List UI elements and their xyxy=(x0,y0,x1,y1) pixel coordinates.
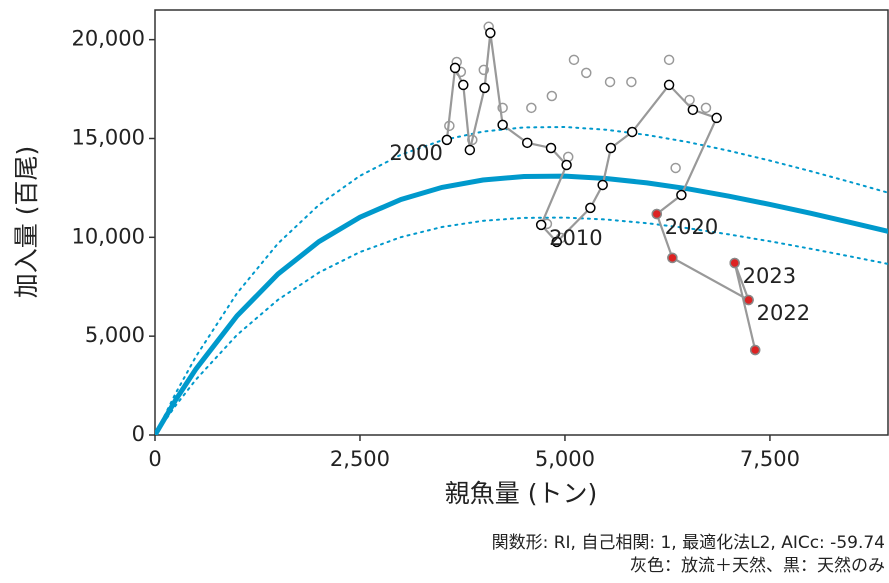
plot-area xyxy=(155,21,888,435)
x-tick-label: 7,500 xyxy=(740,447,800,471)
x-tick-label: 5,000 xyxy=(535,447,595,471)
data-point xyxy=(568,54,580,66)
data-point xyxy=(700,102,712,114)
point-label: 2000 xyxy=(389,141,442,165)
data-point xyxy=(663,54,675,66)
data-point xyxy=(651,208,663,220)
x-tick-label: 2,500 xyxy=(330,447,390,471)
data-point xyxy=(597,179,608,191)
data-point xyxy=(605,142,617,154)
data-point xyxy=(729,257,740,269)
data-point xyxy=(581,67,592,79)
y-tick-label: 15,000 xyxy=(72,125,145,149)
x-axis-title: 親魚量 (トン) xyxy=(445,479,597,508)
data-point xyxy=(535,219,547,231)
note: 灰色：放流＋天然、黒：天然のみ xyxy=(630,556,885,576)
data-point xyxy=(670,162,681,174)
y-axis-title: 加入量 (百尾) xyxy=(12,146,41,298)
data-point xyxy=(497,119,508,131)
point-label: 2023 xyxy=(743,264,796,288)
y-tick-label: 0 xyxy=(132,422,145,446)
data-point xyxy=(449,62,461,74)
data-point xyxy=(526,102,537,114)
fit-curve xyxy=(155,126,888,435)
data-point xyxy=(561,159,572,171)
data-point xyxy=(626,126,638,138)
point-label: 2020 xyxy=(665,215,718,239)
plot-frame xyxy=(154,9,889,436)
fit-curve xyxy=(155,216,888,435)
x-tick-label: 0 xyxy=(148,447,161,471)
data-point xyxy=(479,82,490,94)
data-point xyxy=(458,79,469,91)
y-tick-label: 20,000 xyxy=(72,27,145,51)
y-tick-label: 10,000 xyxy=(72,224,145,248)
fit-curve xyxy=(155,173,888,435)
data-point xyxy=(485,27,496,39)
data-point xyxy=(545,142,557,154)
data-point xyxy=(441,134,453,146)
y-tick-label: 5,000 xyxy=(85,323,145,347)
data-point xyxy=(667,252,678,264)
data-point xyxy=(743,294,754,306)
data-point xyxy=(521,137,533,149)
data-point xyxy=(663,79,675,91)
data-point xyxy=(749,344,761,356)
point-label: 2010 xyxy=(549,226,602,250)
data-point xyxy=(626,76,637,88)
data-point xyxy=(464,144,476,156)
data-point xyxy=(684,94,695,106)
data-point xyxy=(687,104,699,116)
data-point xyxy=(604,76,616,88)
data-point xyxy=(711,112,722,124)
data-point xyxy=(551,236,563,248)
point-label: 2022 xyxy=(757,301,810,325)
data-point xyxy=(676,189,687,201)
note: 関数形: RI, 自己相関: 1, 最適化法L2, AICc: -59.74 xyxy=(492,533,885,553)
data-point xyxy=(585,202,596,214)
data-point xyxy=(546,90,558,102)
